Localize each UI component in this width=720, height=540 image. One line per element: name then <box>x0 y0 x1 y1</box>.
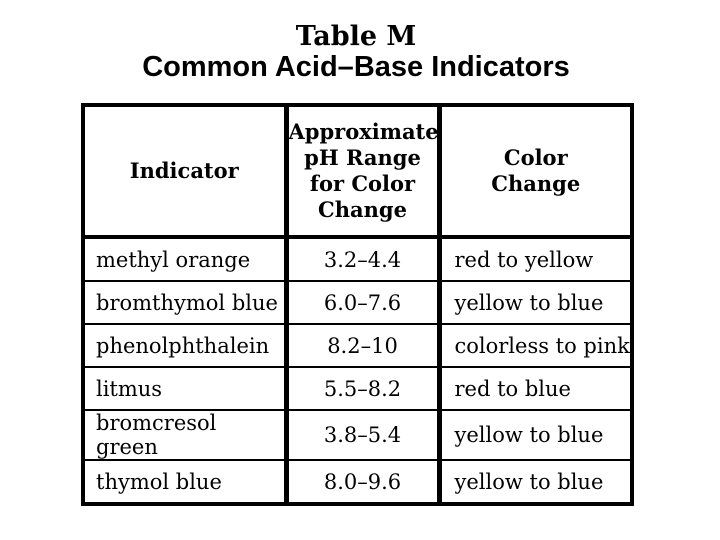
ph-range-value: 6.0–7.6 <box>286 281 442 325</box>
table-row: bromcresol green 3.8–5.4 yellow to blue <box>83 410 632 461</box>
table-row: methyl orange 3.2–4.4 red to yellow <box>83 237 632 282</box>
header-ph-range: Approximate pH Range for Color Change <box>286 105 442 239</box>
table-row: bromthymol blue 6.0–7.6 yellow to blue <box>83 281 632 325</box>
ph-range-value: 5.5–8.2 <box>286 367 442 411</box>
ph-range-value: 3.8–5.4 <box>286 410 442 461</box>
table-row: thymol blue 8.0–9.6 yellow to blue <box>83 460 632 505</box>
header-color-change: Color Change <box>439 105 632 239</box>
color-change-value: colorless to pink <box>439 324 632 368</box>
header-row: Indicator Approximate pH Range for Color… <box>83 105 632 239</box>
color-change-value: red to blue <box>439 367 632 411</box>
acid-base-indicators-table: Indicator Approximate pH Range for Color… <box>81 103 634 506</box>
indicator-name: phenolphthalein <box>83 324 289 368</box>
ph-range-value: 8.2–10 <box>286 324 442 368</box>
indicator-name: thymol blue <box>83 460 289 505</box>
indicator-name: methyl orange <box>83 237 289 282</box>
indicator-name: bromcresol green <box>83 410 289 461</box>
table-m-title: Table M <box>295 21 417 52</box>
color-change-value: yellow to blue <box>439 410 632 461</box>
table-row: litmus 5.5–8.2 red to blue <box>83 367 632 411</box>
indicator-name: bromthymol blue <box>83 281 289 325</box>
color-change-value: red to yellow <box>439 237 632 282</box>
table-row: phenolphthalein 8.2–10 colorless to pink <box>83 324 632 368</box>
color-change-value: yellow to blue <box>439 281 632 325</box>
header-indicator: Indicator <box>83 105 289 239</box>
table-subtitle: Common Acid–Base Indicators <box>142 51 570 83</box>
ph-range-value: 3.2–4.4 <box>286 237 442 282</box>
indicator-name: litmus <box>83 367 289 411</box>
color-change-value: yellow to blue <box>439 460 632 505</box>
ph-range-value: 8.0–9.6 <box>286 460 442 505</box>
